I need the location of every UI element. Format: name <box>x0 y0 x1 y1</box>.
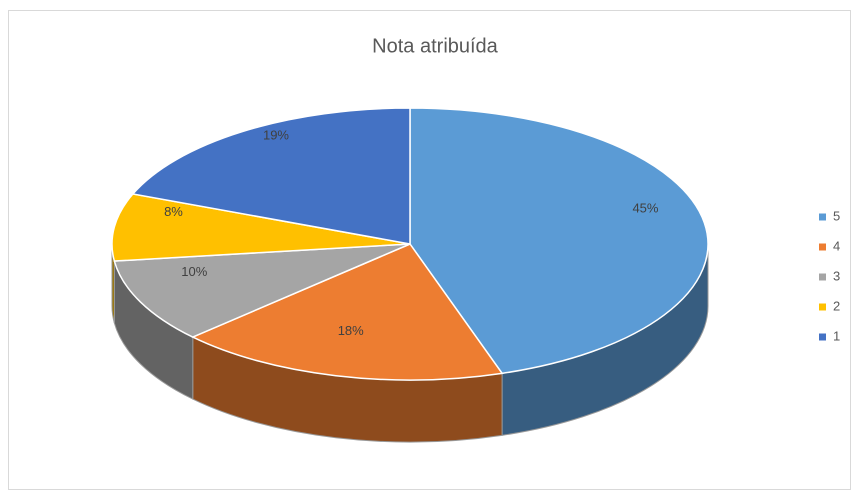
data-label: 19% <box>263 127 289 142</box>
legend-marker <box>819 213 826 221</box>
chart-title: Nota atribuída <box>372 35 499 57</box>
data-label: 45% <box>632 200 658 215</box>
data-label: 10% <box>181 264 207 279</box>
slice <box>190 243 504 381</box>
legend-marker <box>819 303 826 311</box>
legend-label: 2 <box>833 298 840 313</box>
legend-marker <box>819 333 826 341</box>
legend-marker <box>819 243 826 251</box>
slice <box>113 243 411 338</box>
legend-label: 5 <box>833 208 840 223</box>
legend-label: 1 <box>833 328 840 343</box>
slice <box>131 107 411 245</box>
legend-label: 4 <box>833 238 840 253</box>
legend-marker <box>819 273 826 281</box>
slice <box>111 193 411 262</box>
data-label: 18% <box>338 323 364 338</box>
slice <box>409 107 709 375</box>
data-label: 8% <box>164 204 183 219</box>
legend-label: 3 <box>833 268 840 283</box>
